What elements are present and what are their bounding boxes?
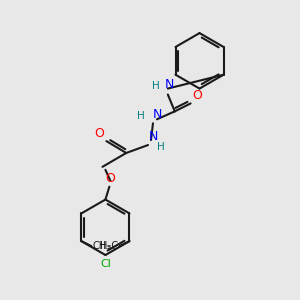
Text: N: N: [165, 78, 174, 91]
Text: H: H: [157, 142, 165, 152]
Text: O: O: [105, 172, 115, 185]
Text: Cl: Cl: [100, 259, 111, 269]
Text: N: N: [153, 108, 162, 121]
Text: H: H: [152, 81, 160, 91]
Text: H₃C: H₃C: [100, 241, 118, 251]
Text: O: O: [193, 89, 202, 102]
Text: CH₃: CH₃: [92, 241, 110, 251]
Text: N: N: [149, 130, 158, 143]
Text: O: O: [94, 127, 104, 140]
Text: H: H: [137, 111, 145, 121]
